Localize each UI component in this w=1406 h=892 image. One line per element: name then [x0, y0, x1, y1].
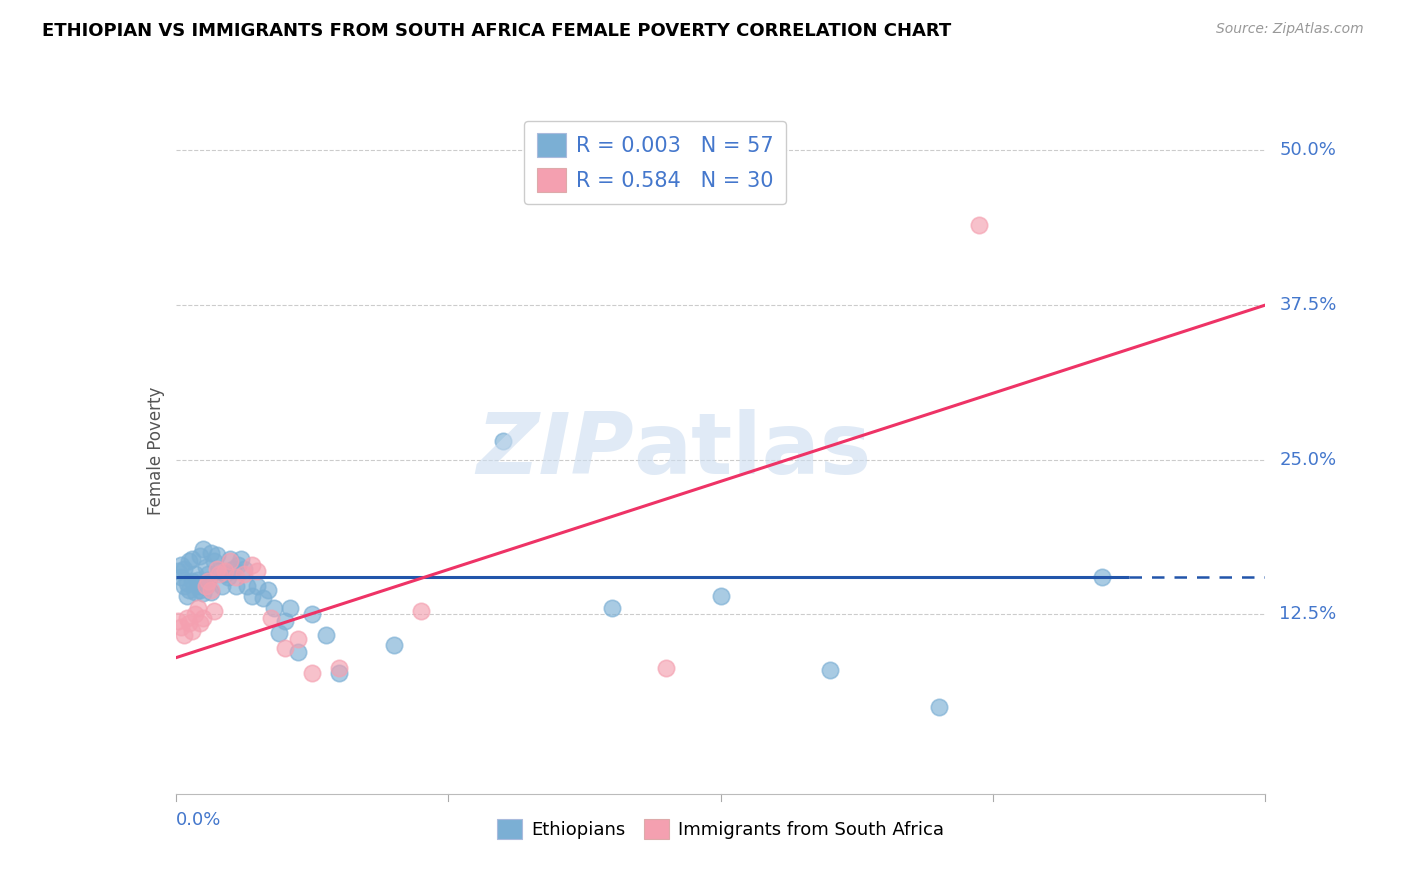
Text: 37.5%: 37.5% — [1279, 296, 1337, 314]
Point — [928, 700, 950, 714]
Point — [240, 558, 263, 572]
Text: 12.5%: 12.5% — [1279, 606, 1337, 624]
Point — [176, 576, 198, 591]
Point — [269, 626, 291, 640]
Point — [186, 573, 209, 587]
Point — [197, 566, 219, 581]
Point — [600, 601, 623, 615]
Point — [170, 620, 193, 634]
Point — [176, 611, 198, 625]
Text: 0.0%: 0.0% — [176, 811, 221, 829]
Point — [231, 551, 253, 566]
Point — [214, 566, 236, 581]
Point — [188, 582, 211, 597]
Point — [191, 586, 214, 600]
Point — [315, 628, 337, 642]
Point — [205, 561, 228, 575]
Point — [225, 570, 247, 584]
Point — [188, 549, 211, 564]
Point — [232, 561, 254, 575]
Text: 50.0%: 50.0% — [1279, 141, 1336, 160]
Text: 25.0%: 25.0% — [1279, 450, 1337, 468]
Point — [257, 582, 280, 597]
Point — [232, 566, 254, 581]
Point — [287, 632, 309, 647]
Point — [170, 558, 193, 572]
Point — [186, 601, 209, 615]
Text: ZIP: ZIP — [475, 409, 633, 492]
Point — [200, 582, 222, 597]
Point — [194, 579, 217, 593]
Point — [301, 607, 323, 622]
Point — [222, 561, 245, 575]
Point — [181, 551, 204, 566]
Point — [173, 561, 195, 575]
Point — [246, 564, 269, 578]
Text: atlas: atlas — [633, 409, 872, 492]
Point — [197, 574, 219, 588]
Point — [176, 589, 198, 603]
Point — [219, 554, 242, 568]
Point — [219, 551, 242, 566]
Point — [188, 616, 211, 631]
Point — [818, 663, 841, 677]
Point — [194, 560, 217, 574]
Point — [208, 566, 231, 581]
Point — [287, 644, 309, 658]
Point — [969, 218, 991, 232]
Point — [274, 614, 297, 628]
Point — [1091, 570, 1114, 584]
Point — [246, 579, 269, 593]
Point — [194, 579, 217, 593]
Point — [191, 611, 214, 625]
Point — [301, 665, 323, 680]
Point — [274, 640, 297, 655]
Point — [184, 566, 207, 581]
Point — [217, 570, 239, 584]
Text: Source: ZipAtlas.com: Source: ZipAtlas.com — [1216, 22, 1364, 37]
Point — [170, 570, 193, 584]
Point — [200, 585, 222, 599]
Point — [179, 582, 201, 597]
Point — [492, 434, 515, 449]
Point — [202, 604, 225, 618]
Point — [382, 639, 405, 653]
Point — [191, 541, 214, 556]
Text: ETHIOPIAN VS IMMIGRANTS FROM SOUTH AFRICA FEMALE POVERTY CORRELATION CHART: ETHIOPIAN VS IMMIGRANTS FROM SOUTH AFRIC… — [42, 22, 952, 40]
Point — [173, 628, 195, 642]
Point — [186, 579, 209, 593]
Point — [252, 591, 274, 606]
Point — [167, 564, 190, 578]
Point — [263, 601, 285, 615]
Point — [214, 564, 236, 578]
Point — [208, 564, 231, 578]
Point — [409, 604, 432, 618]
Point — [710, 589, 733, 603]
Point — [179, 554, 201, 568]
Point — [197, 573, 219, 587]
Point — [211, 579, 233, 593]
Y-axis label: Female Poverty: Female Poverty — [146, 386, 165, 515]
Point — [205, 548, 228, 562]
Point — [328, 665, 350, 680]
Point — [328, 660, 350, 674]
Point — [167, 614, 190, 628]
Point — [228, 558, 250, 572]
Point — [173, 579, 195, 593]
Point — [225, 579, 247, 593]
Point — [655, 660, 678, 674]
Point — [235, 579, 257, 593]
Legend: Ethiopians, Immigrants from South Africa: Ethiopians, Immigrants from South Africa — [489, 812, 952, 847]
Point — [179, 616, 201, 631]
Point — [200, 545, 222, 559]
Point — [181, 624, 204, 638]
Point — [181, 574, 204, 588]
Point — [278, 601, 301, 615]
Point — [184, 607, 207, 622]
Point — [184, 585, 207, 599]
Point — [202, 554, 225, 568]
Point — [240, 589, 263, 603]
Point — [260, 611, 283, 625]
